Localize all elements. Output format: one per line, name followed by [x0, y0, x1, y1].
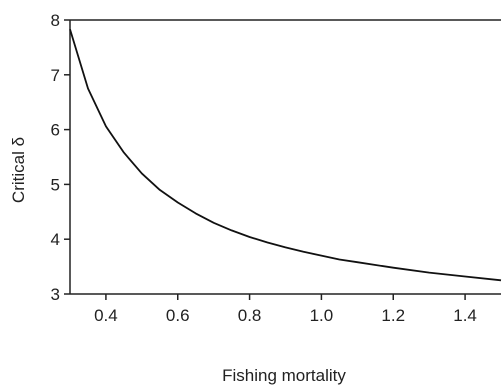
- y-axis: 3 4 5 6 7 8: [51, 11, 70, 304]
- x-tick-label: 0.8: [238, 306, 262, 325]
- y-tick-label: 6: [51, 121, 60, 140]
- x-axis: 0.4 0.6 0.8 1.0 1.2 1.4: [94, 294, 477, 325]
- y-axis-label: Critical δ: [9, 137, 28, 203]
- series-layer: [69, 29, 502, 282]
- x-tick-label: 1.2: [381, 306, 405, 325]
- y-tick-label: 7: [51, 66, 60, 85]
- series-line: [69, 29, 502, 282]
- y-tick-label: 5: [51, 175, 60, 194]
- x-tick-label: 0.4: [94, 306, 118, 325]
- x-axis-label: Fishing mortality: [222, 366, 346, 385]
- y-tick-label: 8: [51, 11, 60, 30]
- y-tick-label: 3: [51, 285, 60, 304]
- x-tick-label: 1.0: [310, 306, 334, 325]
- y-tick-label: 4: [51, 230, 60, 249]
- x-tick-label: 1.4: [453, 306, 477, 325]
- x-tick-label: 0.6: [166, 306, 190, 325]
